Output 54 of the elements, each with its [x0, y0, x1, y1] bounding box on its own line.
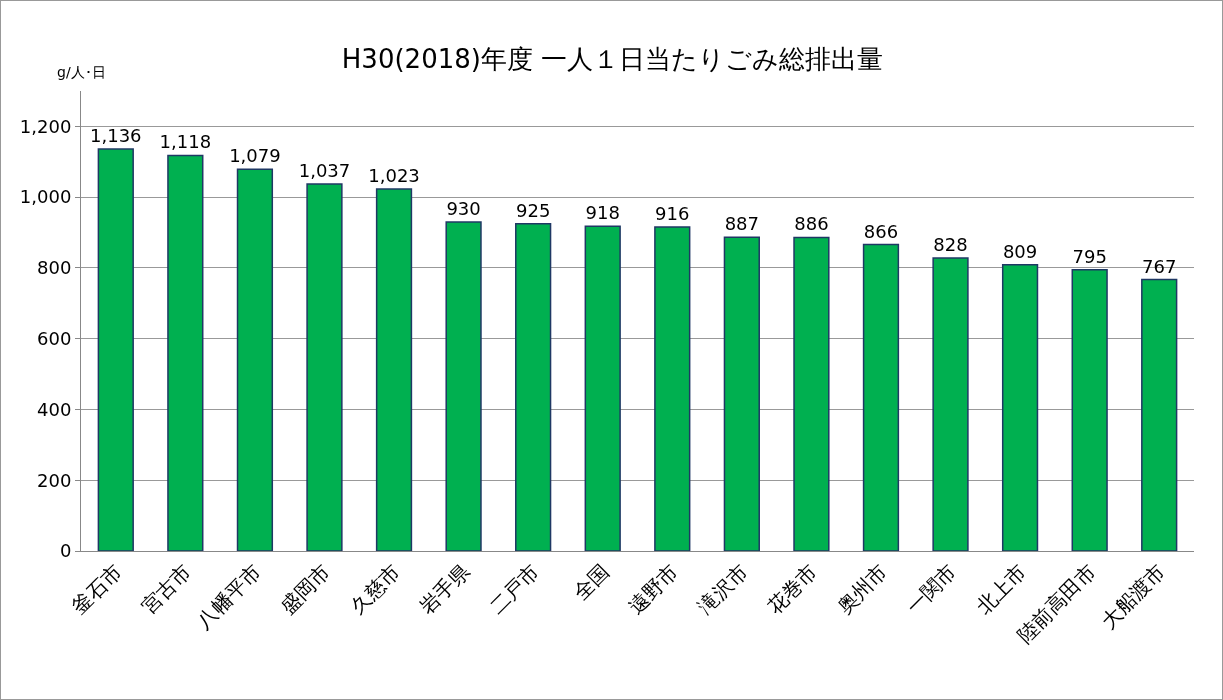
- x-tick-label: 滝沢市: [693, 559, 753, 620]
- y-tick-label: 1,000: [19, 186, 72, 208]
- y-tick-label: 0: [59, 540, 72, 562]
- data-label: 930: [446, 197, 481, 219]
- data-label: 1,079: [229, 145, 281, 167]
- bar: [445, 221, 482, 551]
- data-label: 916: [655, 202, 690, 224]
- x-tick-label: 遠野市: [623, 559, 683, 620]
- bar: [1071, 268, 1108, 551]
- data-label: 1,136: [90, 125, 142, 147]
- data-label: 828: [933, 234, 968, 256]
- x-tick-label: 盛岡市: [275, 559, 336, 620]
- y-tick-label: 800: [37, 257, 72, 279]
- bar: [654, 226, 691, 551]
- bar: [793, 236, 830, 551]
- x-tick-label: 釜石市: [66, 559, 127, 620]
- x-tick-label: 一関市: [901, 559, 962, 620]
- x-tick-label: 大船渡市: [1096, 559, 1170, 634]
- y-tick-label: 1,200: [19, 115, 72, 137]
- x-tick-label: 奥州市: [832, 559, 892, 620]
- bar: [723, 236, 760, 551]
- data-label: 1,037: [298, 160, 351, 182]
- bar: [375, 188, 413, 551]
- x-tick-label: 二戸市: [484, 559, 544, 620]
- bar: [97, 148, 134, 551]
- data-label: 767: [1142, 255, 1177, 277]
- data-label: 918: [585, 202, 620, 224]
- x-tick-label: 全国: [568, 559, 614, 605]
- chart-title: H30(2018)年度 一人１日当たりごみ総排出量: [341, 44, 884, 75]
- data-label: 795: [1072, 245, 1107, 267]
- y-tick-label: 200: [37, 469, 72, 491]
- bar: [584, 225, 621, 551]
- bar: [1001, 263, 1039, 551]
- y-tick-label: 600: [37, 327, 72, 349]
- data-label: 887: [724, 213, 760, 235]
- data-label: 866: [863, 220, 899, 242]
- data-label: 809: [1002, 240, 1038, 262]
- y-axis-title: g/人･日: [57, 64, 106, 80]
- x-tick-label: 花巻市: [762, 559, 823, 620]
- x-tick-label: 北上市: [971, 559, 1031, 620]
- bar: [167, 154, 204, 551]
- bar: [862, 243, 900, 551]
- x-tick-label: 岩手県: [414, 559, 475, 620]
- data-label: 925: [515, 199, 551, 221]
- data-label: 1,023: [368, 165, 420, 187]
- bar: [236, 168, 274, 551]
- bar: [306, 183, 343, 551]
- bar: [515, 222, 552, 551]
- data-label: 886: [794, 213, 829, 235]
- bar: [1141, 278, 1178, 551]
- y-tick-label: 400: [37, 398, 72, 420]
- bar: [932, 257, 969, 551]
- x-tick-label: 久慈市: [345, 559, 405, 620]
- data-label: 1,118: [159, 131, 212, 153]
